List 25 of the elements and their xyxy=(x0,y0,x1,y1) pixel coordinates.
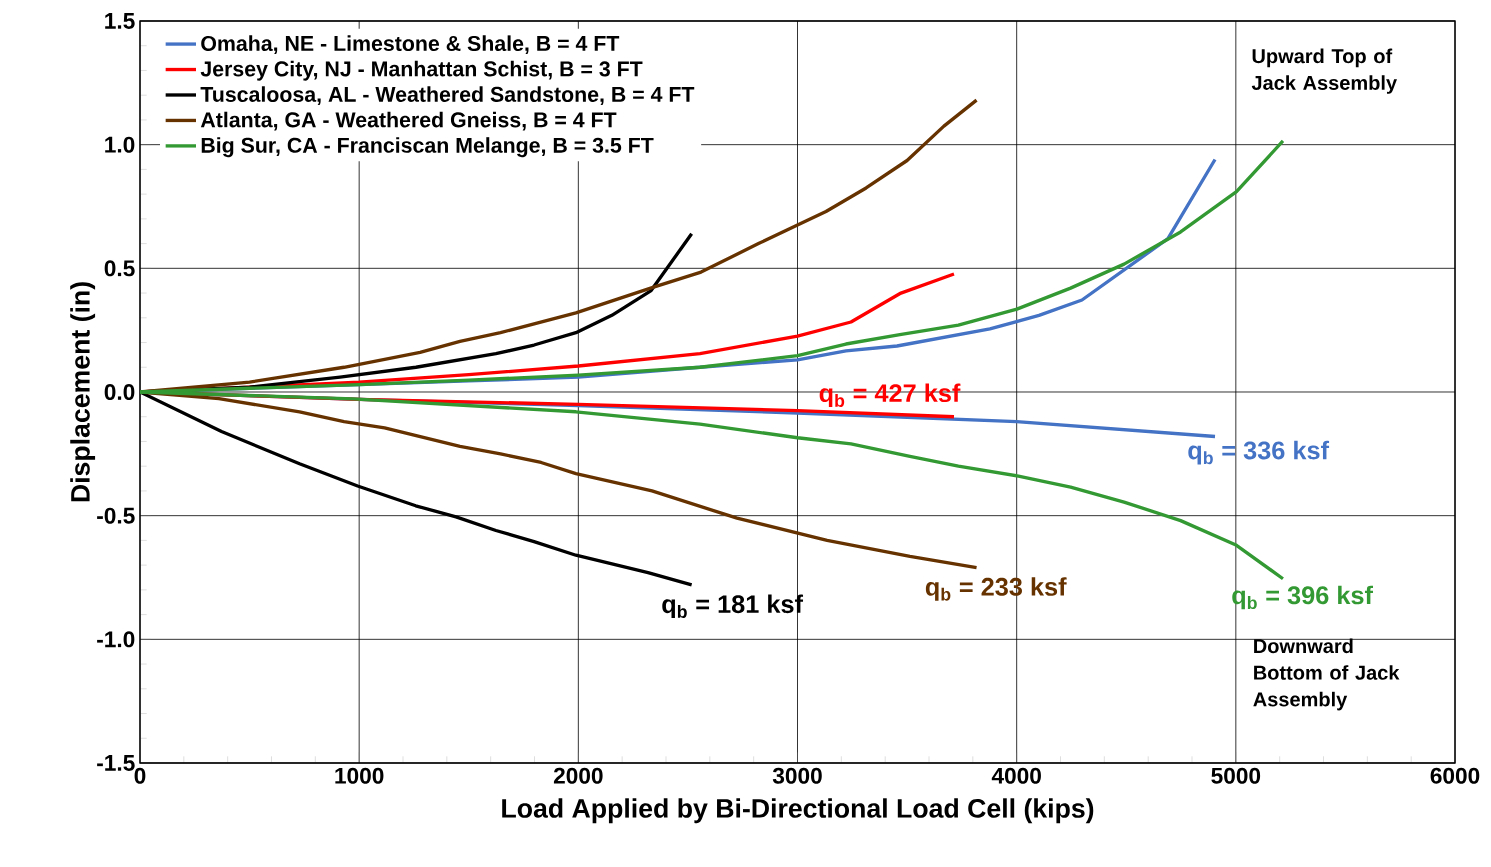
y-tick-label: -0.5 xyxy=(97,507,135,524)
x-tick-label: 1000 xyxy=(335,767,384,784)
x-tick-label: 3000 xyxy=(772,767,822,784)
annotation: Downward Bottom of Jack Assembly xyxy=(1253,638,1400,711)
legend-label: Tuscaloosa, AL - Weathered Sandstone, B = 4 FT xyxy=(200,86,695,106)
y-tick-label: 0.0 xyxy=(104,383,135,401)
x-tick-label: 4000 xyxy=(991,767,1041,784)
annotation: q$_{b}$ = 336 ksf xyxy=(1188,440,1330,465)
y-tick-label: 1.0 xyxy=(105,136,135,153)
legend-label: Jersey City, NJ - Manhattan Schist, B = 3 FT xyxy=(200,60,643,81)
y-axis-title: Displacement (in) xyxy=(70,282,96,502)
x-tick-label: 2000 xyxy=(553,767,603,784)
annotation: Upward Top of Jack Assembly xyxy=(1251,48,1397,94)
x-tick-label: 5000 xyxy=(1211,767,1261,784)
y-tick-label: -1.5 xyxy=(97,755,135,771)
y-tick-label: 0.5 xyxy=(104,260,135,277)
y-tick-label: -1.0 xyxy=(97,631,135,648)
legend-label: Atlanta, GA - Weathered Gneiss, B = 4 FT xyxy=(200,111,617,131)
legend-label: Big Sur, CA - Franciscan Melange, B = 3.5 FT xyxy=(201,137,654,158)
x-tick-label: 6000 xyxy=(1430,767,1480,784)
annotation: q$_{b}$ = 427 ksf xyxy=(819,383,961,408)
x-tick-label: 0 xyxy=(134,767,146,784)
legend-label: Omaha, NE - Limestone & Shale, B = 4 FT xyxy=(201,35,620,55)
x-axis-title: Load Applied by Bi-Directional Load Cell (kips) xyxy=(502,798,1094,824)
y-tick-label: 1.5 xyxy=(105,13,135,29)
